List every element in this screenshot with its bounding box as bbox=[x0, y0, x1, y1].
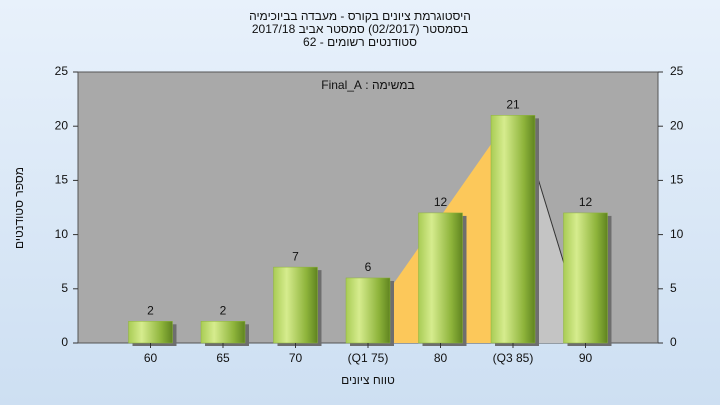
x-tick-label: 70 bbox=[289, 351, 303, 365]
y2-tick-label: 15 bbox=[670, 173, 684, 187]
value-label: 12 bbox=[579, 195, 593, 209]
y2-tick-label: 10 bbox=[670, 227, 684, 241]
value-label: 21 bbox=[506, 98, 520, 112]
bar bbox=[345, 277, 391, 344]
chart-title: היסטוגרמת ציונים בקורס - מעבדה בביוכימיה bbox=[249, 9, 471, 23]
chart-subtitle: סטודנטים רשומים - 62 bbox=[303, 35, 417, 49]
x-tick-label: 80 bbox=[434, 351, 448, 365]
y-tick-label: 15 bbox=[55, 173, 69, 187]
x-axis-label: טווח ציונים bbox=[341, 373, 395, 387]
y-tick-label: 20 bbox=[55, 118, 69, 132]
y-tick-label: 25 bbox=[55, 64, 69, 78]
x-tick-label: 60 bbox=[144, 351, 158, 365]
quartile-area bbox=[536, 172, 566, 343]
chart-subtitle: בסמסטר (02/2017) סמסטר אביב 2017/18 bbox=[252, 22, 468, 36]
y-tick-label: 5 bbox=[61, 281, 68, 295]
bar bbox=[490, 115, 536, 344]
y-tick-label: 0 bbox=[61, 335, 68, 349]
value-label: 7 bbox=[292, 249, 299, 263]
bar bbox=[128, 321, 173, 344]
value-label: 2 bbox=[220, 303, 227, 317]
quartile-line bbox=[535, 171, 567, 271]
annotation: במשימה : Final_A bbox=[321, 78, 414, 92]
y2-tick-label: 20 bbox=[670, 118, 684, 132]
y-tick-label: 10 bbox=[55, 227, 69, 241]
value-label: 2 bbox=[147, 303, 154, 317]
y2-tick-label: 5 bbox=[670, 281, 677, 295]
bar bbox=[200, 321, 246, 344]
value-label: 6 bbox=[365, 260, 372, 274]
y2-tick-label: 0 bbox=[670, 335, 677, 349]
y-axis-label: מספר סטודנטים bbox=[12, 167, 26, 249]
value-label: 12 bbox=[434, 195, 448, 209]
y2-tick-label: 25 bbox=[670, 64, 684, 78]
x-tick-label: 90 bbox=[579, 351, 593, 365]
x-tick-label: (Q1 75) bbox=[348, 351, 389, 365]
bar bbox=[418, 212, 463, 344]
bar bbox=[273, 266, 318, 344]
plot bbox=[128, 115, 612, 346]
bar bbox=[563, 212, 608, 344]
x-tick-label: 65 bbox=[216, 351, 230, 365]
x-tick-label: (Q3 85) bbox=[493, 351, 534, 365]
